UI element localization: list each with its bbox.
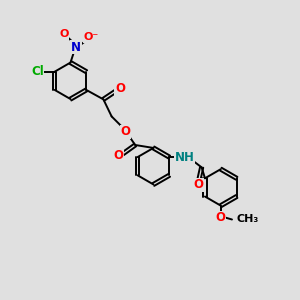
Text: CH₃: CH₃ xyxy=(236,214,259,224)
Text: O: O xyxy=(121,125,130,138)
Text: Cl: Cl xyxy=(31,65,44,78)
Text: NH: NH xyxy=(175,151,194,164)
Text: O: O xyxy=(193,178,203,191)
Text: O: O xyxy=(115,82,125,95)
Text: N: N xyxy=(71,41,81,54)
Text: O: O xyxy=(113,149,123,162)
Text: O: O xyxy=(216,211,226,224)
Text: O: O xyxy=(59,29,69,39)
Text: O⁻: O⁻ xyxy=(83,32,99,42)
